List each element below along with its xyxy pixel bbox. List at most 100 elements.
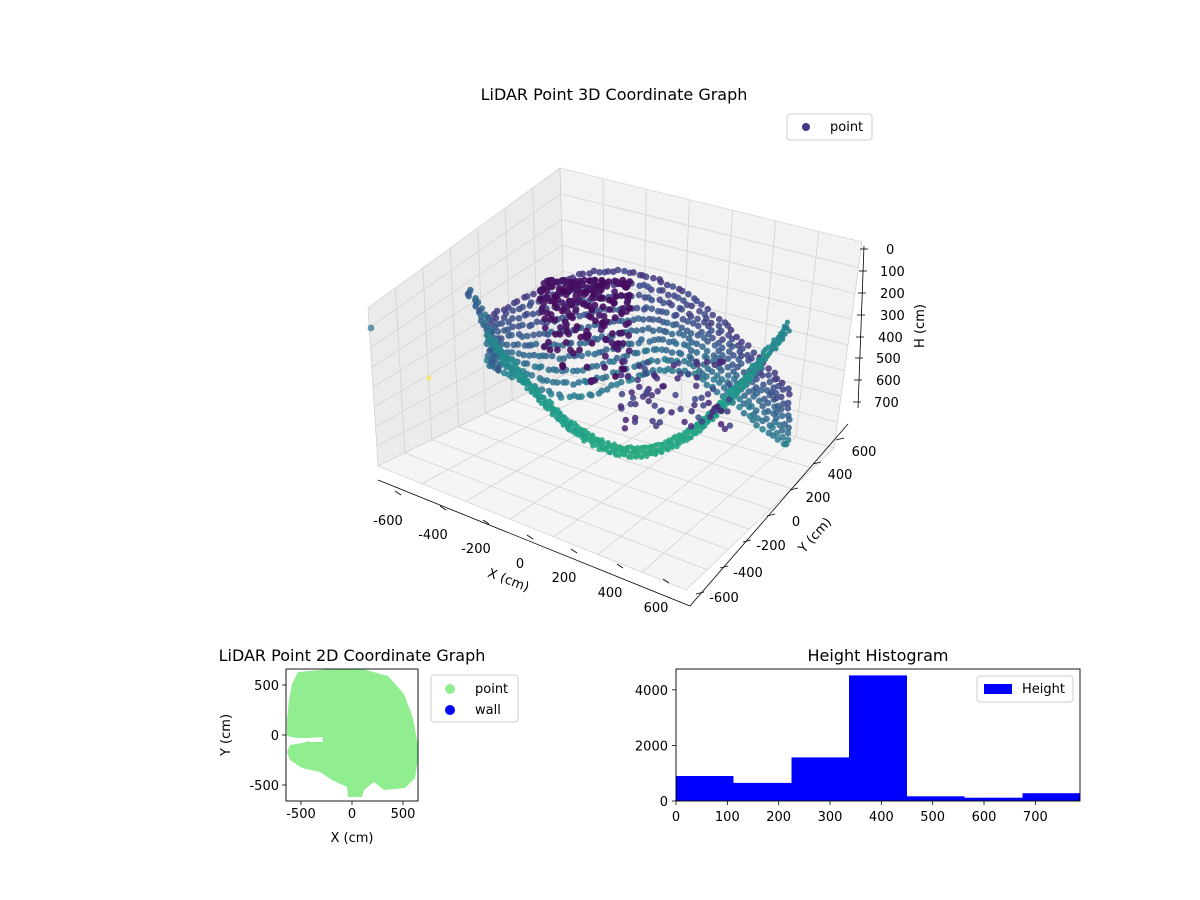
plot2d-ytick-label: -500 bbox=[249, 779, 279, 794]
plot3d-ztick-label: 0 bbox=[886, 243, 894, 258]
plot3d-point bbox=[660, 383, 667, 390]
plot3d-point bbox=[533, 318, 541, 326]
plot3d-point bbox=[702, 423, 708, 429]
plot3d-point bbox=[633, 327, 640, 335]
plot3d-z-axis bbox=[857, 245, 865, 409]
plot3d-point bbox=[668, 357, 675, 364]
plot3d-point bbox=[742, 383, 748, 389]
plot3d-point bbox=[753, 375, 760, 383]
plot3d-point bbox=[537, 286, 544, 294]
plot3d-point bbox=[695, 414, 702, 421]
plot3d-point bbox=[509, 307, 517, 314]
plot3d-point bbox=[617, 292, 625, 299]
plot3d-point bbox=[786, 328, 792, 334]
plot3d-point bbox=[530, 290, 537, 298]
plot3d-point bbox=[522, 373, 528, 379]
plot2d-ylabel: Y (cm) bbox=[219, 714, 234, 757]
plot3d-point bbox=[625, 291, 633, 299]
plot3d-point bbox=[748, 402, 755, 410]
histogram-bar bbox=[849, 675, 907, 801]
histogram-bars bbox=[676, 675, 1080, 801]
plot3d-point bbox=[599, 280, 607, 288]
plot3d-gridline bbox=[641, 437, 796, 573]
plot3d-point bbox=[724, 355, 732, 363]
plot3d-point bbox=[764, 399, 772, 407]
plot3d-xtick-label: -200 bbox=[461, 542, 491, 557]
plot3d-point bbox=[629, 454, 635, 460]
plot3d-point bbox=[465, 293, 472, 300]
plot3d-point bbox=[643, 388, 651, 395]
plot3d-point bbox=[663, 346, 670, 354]
plot3d-point bbox=[563, 320, 570, 328]
plot3d-point bbox=[622, 284, 630, 291]
plot3d-point bbox=[492, 314, 500, 322]
plot3d-point bbox=[621, 267, 628, 275]
plot3d-point bbox=[719, 336, 726, 343]
plot3d-point bbox=[737, 387, 743, 393]
plot3d-point bbox=[588, 306, 596, 314]
plot3d-point bbox=[733, 372, 740, 379]
plot3d-point bbox=[639, 454, 645, 460]
plot3d-xtick bbox=[482, 519, 490, 525]
plot3d-ytick-label: 0 bbox=[792, 515, 800, 530]
plot3d-point bbox=[771, 369, 779, 377]
plot3d-point bbox=[602, 352, 609, 360]
plot3d-point bbox=[669, 444, 675, 450]
plot3d-point bbox=[688, 302, 695, 310]
plot3d-point bbox=[662, 328, 670, 336]
plot3d-point bbox=[695, 322, 702, 330]
plot3d-point bbox=[485, 329, 491, 335]
histogram-xtick-label: 100 bbox=[715, 810, 740, 825]
plot3d-point bbox=[752, 370, 758, 376]
plot3d-point bbox=[523, 310, 531, 318]
plot3d-point bbox=[763, 415, 770, 423]
plot3d-point bbox=[675, 360, 682, 367]
plot2d-xlabel: X (cm) bbox=[331, 831, 374, 846]
plot3d-point bbox=[493, 337, 499, 343]
plot3d-point bbox=[617, 403, 625, 410]
plot3d-point bbox=[567, 339, 575, 347]
plot3d-point bbox=[549, 400, 555, 406]
plot3d-point bbox=[673, 311, 680, 319]
plot3d-point bbox=[674, 294, 682, 302]
histogram-bar bbox=[733, 782, 792, 801]
plot3d-legend: point bbox=[786, 113, 873, 141]
plot3d-point bbox=[759, 361, 765, 367]
plot3d-gridline bbox=[371, 244, 852, 368]
plot3d-point bbox=[600, 439, 606, 446]
plot3d-point bbox=[693, 374, 700, 381]
plot3d-point bbox=[560, 287, 568, 295]
plot3d-point bbox=[716, 315, 723, 323]
plot3d-point bbox=[515, 315, 523, 322]
plot2d-title: LiDAR Point 2D Coordinate Graph bbox=[219, 646, 486, 665]
plot3d-point bbox=[544, 309, 551, 317]
plot3d-pane-floor bbox=[377, 373, 835, 591]
plot3d-point bbox=[603, 346, 610, 353]
plot3d-point bbox=[585, 434, 591, 440]
plot3d-point bbox=[724, 408, 731, 415]
plot3d-xtick-label: 600 bbox=[644, 601, 669, 616]
plot3d-ytick bbox=[742, 539, 752, 543]
plot3d-point bbox=[560, 355, 568, 362]
histogram-xtick-label: 200 bbox=[766, 810, 791, 825]
plot2d-point-gap bbox=[308, 737, 323, 742]
plot3d-point bbox=[536, 330, 543, 338]
plot3d-x-axis bbox=[377, 479, 691, 607]
plot3d-point bbox=[561, 279, 569, 287]
plot3d-point bbox=[721, 384, 728, 391]
histogram-bar bbox=[676, 776, 734, 801]
plot3d-point bbox=[748, 355, 755, 362]
histogram-xtick-label: 700 bbox=[1023, 810, 1048, 825]
histogram-xtick-label: 400 bbox=[869, 810, 894, 825]
plot3d-ytick-label: -600 bbox=[709, 591, 739, 606]
plot3d-point bbox=[784, 404, 792, 412]
plot3d-point bbox=[523, 360, 531, 367]
plot3d-point bbox=[709, 334, 716, 342]
plot3d-point bbox=[549, 297, 557, 305]
plot3d-point bbox=[733, 333, 740, 341]
plot3d-point bbox=[760, 381, 767, 389]
plot3d-point bbox=[681, 418, 688, 426]
plot3d-point bbox=[514, 341, 522, 348]
plot3d-ztick-label: 100 bbox=[880, 265, 905, 280]
plot3d-point bbox=[547, 390, 555, 398]
